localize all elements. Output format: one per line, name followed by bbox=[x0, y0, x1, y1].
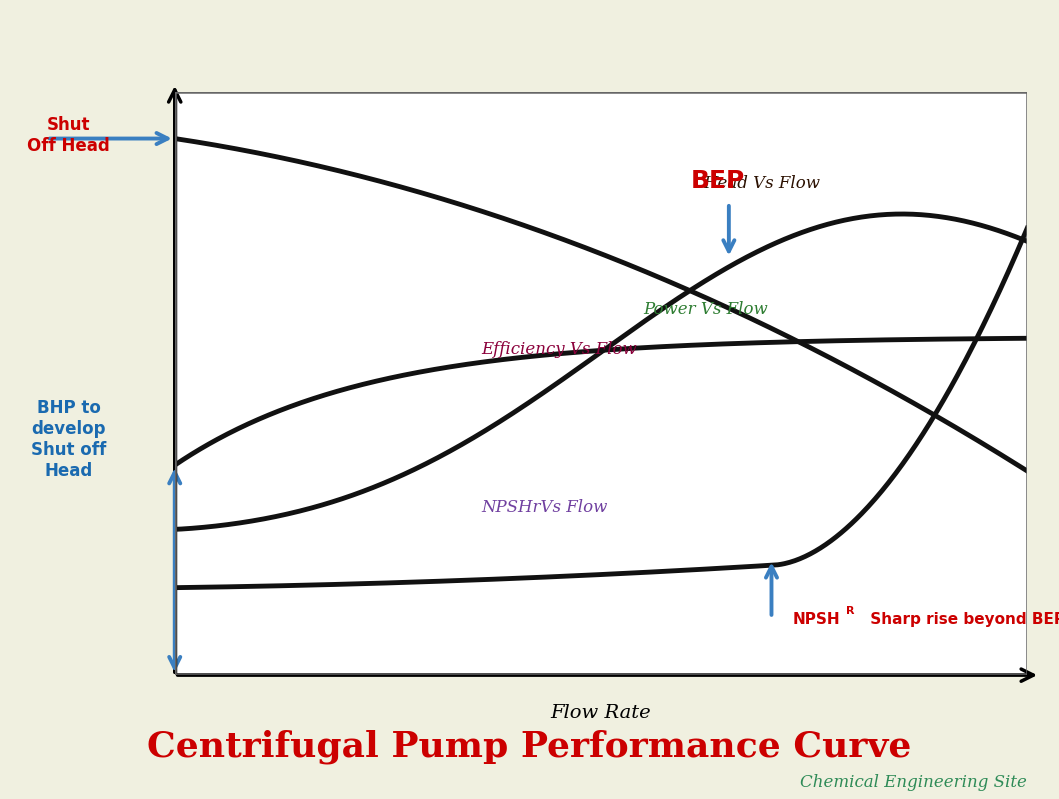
Text: Chemical Engineering Site: Chemical Engineering Site bbox=[801, 774, 1027, 791]
Text: Shut
Off Head: Shut Off Head bbox=[28, 117, 110, 155]
Text: BEP: BEP bbox=[690, 169, 744, 193]
Text: Flow Rate: Flow Rate bbox=[551, 704, 651, 722]
Text: Centrifugal Pump Performance Curve: Centrifugal Pump Performance Curve bbox=[147, 729, 912, 765]
Text: Head Vs Flow: Head Vs Flow bbox=[703, 175, 821, 192]
Text: R: R bbox=[846, 606, 855, 616]
Text: Efficiency Vs Flow: Efficiency Vs Flow bbox=[482, 341, 638, 359]
Text: NPSHrVs Flow: NPSHrVs Flow bbox=[482, 499, 608, 516]
Text: Sharp rise beyond BEP: Sharp rise beyond BEP bbox=[865, 611, 1059, 626]
Text: Power Vs Flow: Power Vs Flow bbox=[644, 300, 769, 317]
Text: BHP to
develop
Shut off
Head: BHP to develop Shut off Head bbox=[31, 400, 107, 479]
Text: NPSH: NPSH bbox=[793, 611, 841, 626]
